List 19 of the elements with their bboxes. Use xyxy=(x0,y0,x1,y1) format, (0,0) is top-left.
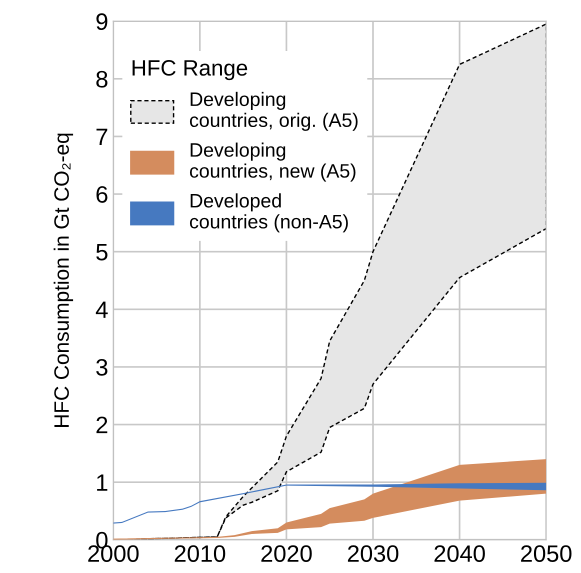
y-axis-title: HFC Consumption in Gt CO₂-eq xyxy=(54,134,74,427)
y-tick-label: 5 xyxy=(96,244,108,260)
x-tick-label: 2040 xyxy=(434,545,485,562)
y-tick-label: 2 xyxy=(96,416,108,434)
x-tick-label: 2050 xyxy=(521,545,572,562)
y-tick-label: 9 xyxy=(96,13,108,30)
legend-label: Developing countries, orig. (A5) xyxy=(190,92,358,131)
y-tick-label: 3 xyxy=(96,358,108,376)
y-tick-label: 6 xyxy=(96,186,108,203)
y-tick-label: 1 xyxy=(97,474,108,491)
legend-title: HFC Range xyxy=(132,60,248,80)
x-tick-label: 2030 xyxy=(348,545,398,562)
y-tick-label: 7 xyxy=(96,128,108,145)
legend-label: Developed countries (non-A5) xyxy=(190,193,348,232)
x-tick-label: 2010 xyxy=(174,545,226,562)
y-tick-label: 8 xyxy=(96,70,108,88)
legend-label: Developing countries, new (A5) xyxy=(190,142,356,182)
y-tick-label: 4 xyxy=(96,302,108,318)
x-tick-label: 2020 xyxy=(261,545,312,562)
